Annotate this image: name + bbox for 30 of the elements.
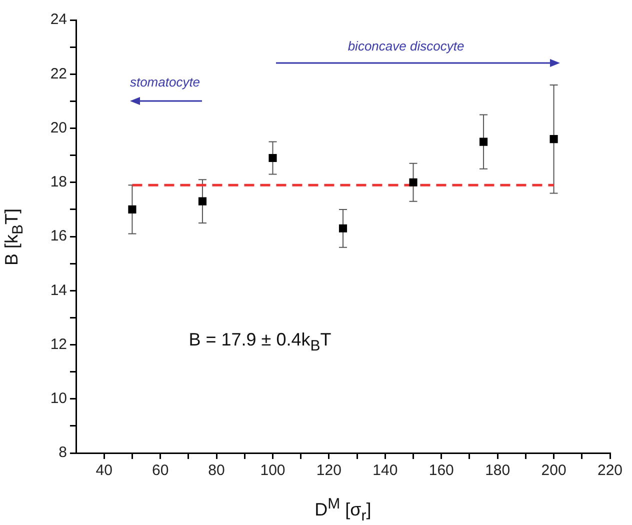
x-tick-label: 140 — [372, 462, 398, 480]
y-tick-label: 10 — [50, 390, 67, 408]
x-axis-title: D$^{M}$ [σ$_{r}$] — [314, 496, 372, 524]
y-tick-label: 16 — [50, 228, 67, 245]
point — [479, 138, 488, 146]
y-tick-label: 14 — [50, 282, 67, 299]
x-tick-label: 120 — [316, 462, 342, 480]
point — [550, 135, 558, 144]
point — [338, 224, 348, 232]
annotation: biconcave discocyte — [348, 38, 464, 54]
point — [409, 178, 418, 186]
x-tick-label: 40 — [96, 462, 112, 480]
x-tick-label: 160 — [428, 462, 454, 480]
y-tick-label: 12 — [50, 336, 67, 353]
y-tick-label: 18 — [50, 174, 67, 191]
y-tick-label: 20 — [50, 119, 67, 136]
point — [198, 197, 207, 206]
x-tick-label: 220 — [597, 462, 623, 480]
y-tick-label: 22 — [50, 65, 67, 82]
y-tick-label: 8 — [58, 444, 67, 462]
x-tick-label: 180 — [485, 462, 510, 480]
x-tick-label: 100 — [260, 462, 286, 480]
annotation: B = 17.9 ± 0.4k$_{B}$T — [188, 330, 332, 354]
annotation: stomatocyte — [130, 74, 200, 90]
point — [128, 205, 136, 214]
y-tick-label: 24 — [50, 11, 67, 28]
x-tick-label: 60 — [152, 462, 169, 480]
x-tick-label: 200 — [541, 462, 566, 480]
point — [268, 154, 277, 162]
x-tick-label: 80 — [208, 462, 225, 480]
